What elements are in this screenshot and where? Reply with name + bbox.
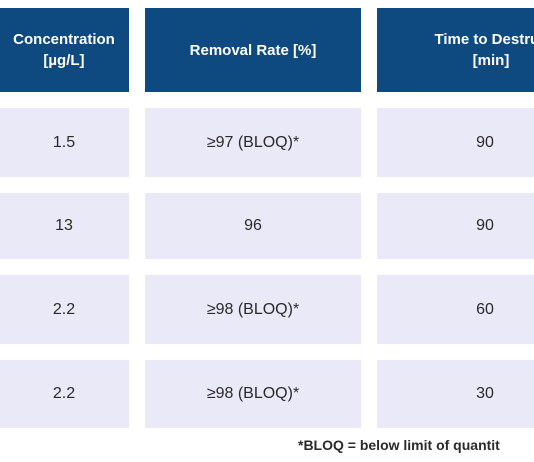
footnote: *BLOQ = below limit of quantit	[298, 437, 500, 453]
row2-concentration: 13	[0, 193, 129, 259]
header-removal-rate: Removal Rate [%]	[145, 8, 361, 92]
header-time-line1: Time to Destruc	[434, 31, 534, 48]
row4-removal-rate: ≥98 (BLOQ)*	[145, 360, 361, 428]
row1-time: 90	[377, 108, 534, 177]
row2-concentration-value: 13	[55, 217, 73, 234]
header-time-to-destruction: Time to Destruc [min]	[377, 8, 534, 92]
row1-removal-rate: ≥97 (BLOQ)*	[145, 108, 361, 177]
row4-time: 30	[377, 360, 534, 428]
header-time-text: Time to Destruc [min]	[401, 29, 534, 71]
row2-removal-rate-value: 96	[244, 217, 262, 234]
header-concentration-line2: [µg/L]	[43, 52, 85, 69]
row3-concentration-value: 2.2	[52, 300, 76, 318]
row1-concentration: 1.5	[0, 108, 129, 177]
row4-time-value: 30	[476, 385, 494, 402]
row4-removal-rate-value: ≥98 (BLOQ)*	[206, 385, 300, 402]
row3-time-value: 60	[476, 300, 494, 318]
row3-time: 60	[377, 275, 534, 344]
row2-removal-rate: 96	[145, 193, 361, 259]
row3-removal-rate: ≥98 (BLOQ)*	[145, 275, 361, 344]
row2-time: 90	[377, 193, 534, 259]
row1-removal-rate-value: ≥97 (BLOQ)*	[206, 133, 300, 151]
row4-concentration: 2.2	[0, 360, 129, 428]
row4-concentration-value: 2.2	[52, 385, 76, 402]
row1-time-value: 90	[476, 133, 494, 151]
header-concentration-text: Concentration [µg/L]	[0, 29, 129, 71]
row2-time-value: 90	[476, 217, 494, 234]
row3-removal-rate-value: ≥98 (BLOQ)*	[206, 300, 300, 318]
row1-concentration-value: 1.5	[52, 133, 76, 151]
header-concentration-line1: Concentration	[13, 31, 115, 48]
header-removal-rate-text: Removal Rate [%]	[189, 41, 317, 59]
header-concentration: Concentration [µg/L]	[0, 8, 129, 92]
header-time-line2: [min]	[472, 52, 510, 69]
row3-concentration: 2.2	[0, 275, 129, 344]
